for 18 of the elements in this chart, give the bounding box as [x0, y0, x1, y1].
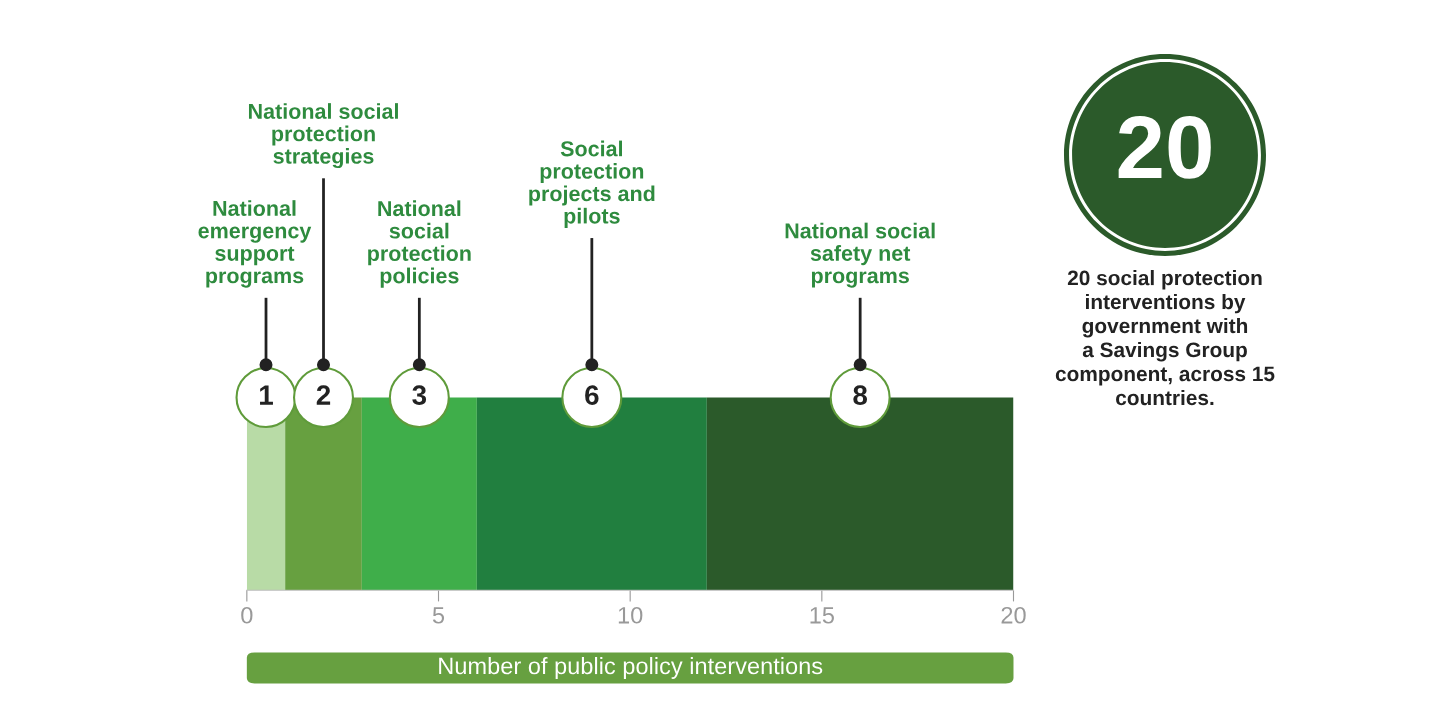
- x-tick-label: 0: [241, 606, 253, 624]
- x-tick-label: 5: [432, 607, 445, 624]
- text: National social safety net programs: [785, 222, 935, 288]
- data-label: 3: [412, 385, 427, 406]
- text: Social protection projects and pilots: [529, 140, 655, 228]
- x-tick-label: 15: [810, 607, 834, 624]
- text: 20 social protection interventions by government with a Savings Group component, across 15 countries.: [1055, 270, 1275, 406]
- text: National emergency support programs: [198, 200, 312, 288]
- text: National social protection strategies: [248, 103, 398, 169]
- x-axis-title: Number of public policy interventions: [439, 656, 823, 679]
- x-tick-label: 10: [618, 606, 643, 624]
- text: 20: [1118, 115, 1211, 179]
- data-label: 1: [260, 385, 273, 405]
- data-label: 6: [585, 385, 599, 405]
- text: National social protection policies: [368, 200, 471, 288]
- data-label: 8: [853, 385, 868, 405]
- data-label: 2: [316, 385, 331, 405]
- x-tick-label: 20: [1001, 606, 1026, 624]
